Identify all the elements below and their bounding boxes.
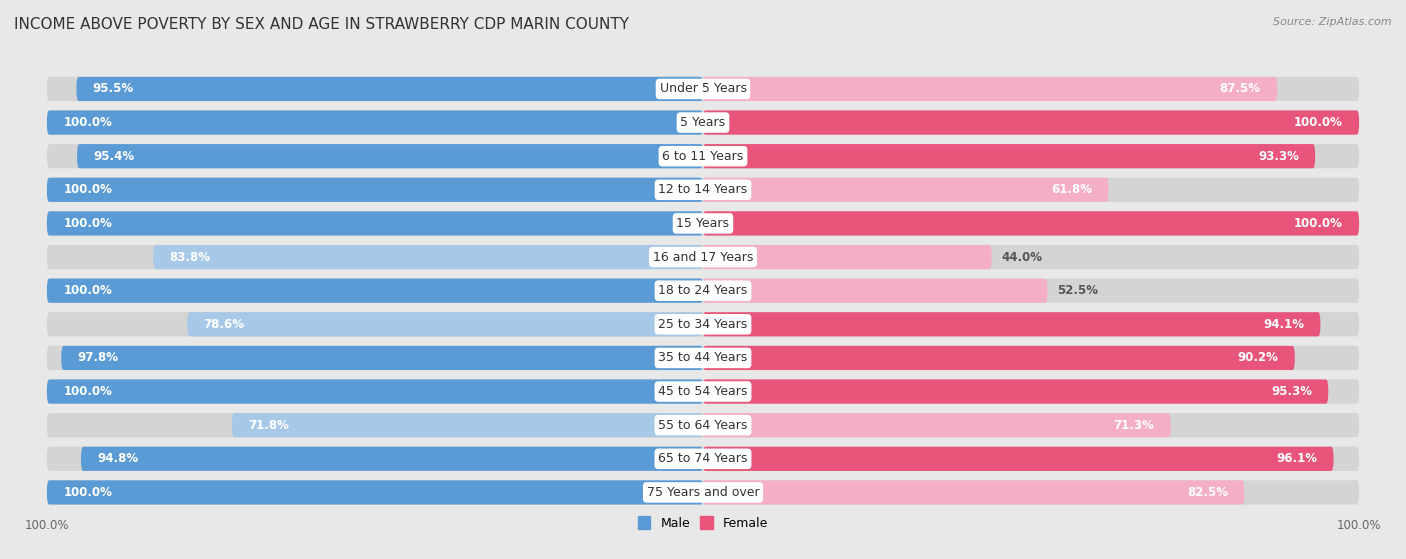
Text: 52.5%: 52.5%: [1057, 284, 1098, 297]
FancyBboxPatch shape: [46, 346, 1360, 370]
FancyBboxPatch shape: [46, 178, 703, 202]
FancyBboxPatch shape: [703, 111, 1360, 135]
FancyBboxPatch shape: [703, 480, 1244, 505]
FancyBboxPatch shape: [703, 447, 1333, 471]
Text: 100.0%: 100.0%: [63, 486, 112, 499]
Text: 96.1%: 96.1%: [1277, 452, 1317, 465]
FancyBboxPatch shape: [46, 278, 1360, 303]
Text: 18 to 24 Years: 18 to 24 Years: [658, 284, 748, 297]
FancyBboxPatch shape: [703, 144, 1315, 168]
Text: 71.8%: 71.8%: [249, 419, 290, 432]
FancyBboxPatch shape: [703, 178, 1108, 202]
FancyBboxPatch shape: [703, 245, 991, 269]
FancyBboxPatch shape: [46, 211, 703, 235]
FancyBboxPatch shape: [46, 77, 1360, 101]
Text: 97.8%: 97.8%: [77, 352, 118, 364]
Text: 100.0%: 100.0%: [63, 284, 112, 297]
Text: 100.0%: 100.0%: [63, 183, 112, 196]
FancyBboxPatch shape: [187, 312, 703, 337]
Text: 95.5%: 95.5%: [93, 82, 134, 96]
Text: 83.8%: 83.8%: [170, 250, 211, 263]
FancyBboxPatch shape: [703, 278, 1047, 303]
Text: 55 to 64 Years: 55 to 64 Years: [658, 419, 748, 432]
Text: 82.5%: 82.5%: [1187, 486, 1227, 499]
FancyBboxPatch shape: [703, 211, 1360, 235]
FancyBboxPatch shape: [153, 245, 703, 269]
FancyBboxPatch shape: [82, 447, 703, 471]
FancyBboxPatch shape: [46, 211, 1360, 235]
Text: 95.3%: 95.3%: [1271, 385, 1312, 398]
FancyBboxPatch shape: [62, 346, 703, 370]
FancyBboxPatch shape: [232, 413, 703, 437]
FancyBboxPatch shape: [703, 312, 1320, 337]
Text: INCOME ABOVE POVERTY BY SEX AND AGE IN STRAWBERRY CDP MARIN COUNTY: INCOME ABOVE POVERTY BY SEX AND AGE IN S…: [14, 17, 628, 32]
Text: 94.1%: 94.1%: [1263, 318, 1303, 331]
FancyBboxPatch shape: [46, 278, 703, 303]
Text: 15 Years: 15 Years: [676, 217, 730, 230]
Text: 61.8%: 61.8%: [1052, 183, 1092, 196]
Text: 100.0%: 100.0%: [63, 217, 112, 230]
Legend: Male, Female: Male, Female: [633, 511, 773, 535]
FancyBboxPatch shape: [703, 380, 1329, 404]
FancyBboxPatch shape: [46, 245, 1360, 269]
FancyBboxPatch shape: [703, 413, 1171, 437]
Text: 6 to 11 Years: 6 to 11 Years: [662, 150, 744, 163]
Text: Under 5 Years: Under 5 Years: [659, 82, 747, 96]
FancyBboxPatch shape: [46, 111, 703, 135]
FancyBboxPatch shape: [46, 312, 1360, 337]
FancyBboxPatch shape: [76, 77, 703, 101]
FancyBboxPatch shape: [46, 413, 1360, 437]
Text: 100.0%: 100.0%: [63, 385, 112, 398]
FancyBboxPatch shape: [77, 144, 703, 168]
FancyBboxPatch shape: [46, 178, 1360, 202]
Text: 95.4%: 95.4%: [93, 150, 135, 163]
Text: 25 to 34 Years: 25 to 34 Years: [658, 318, 748, 331]
FancyBboxPatch shape: [46, 144, 1360, 168]
FancyBboxPatch shape: [46, 380, 703, 404]
FancyBboxPatch shape: [46, 480, 1360, 505]
Text: 93.3%: 93.3%: [1258, 150, 1299, 163]
Text: Source: ZipAtlas.com: Source: ZipAtlas.com: [1274, 17, 1392, 27]
Text: 44.0%: 44.0%: [1001, 250, 1042, 263]
Text: 12 to 14 Years: 12 to 14 Years: [658, 183, 748, 196]
Text: 71.3%: 71.3%: [1114, 419, 1154, 432]
FancyBboxPatch shape: [46, 380, 1360, 404]
Text: 45 to 54 Years: 45 to 54 Years: [658, 385, 748, 398]
Text: 78.6%: 78.6%: [204, 318, 245, 331]
Text: 90.2%: 90.2%: [1237, 352, 1278, 364]
Text: 16 and 17 Years: 16 and 17 Years: [652, 250, 754, 263]
Text: 94.8%: 94.8%: [97, 452, 139, 465]
Text: 35 to 44 Years: 35 to 44 Years: [658, 352, 748, 364]
Text: 5 Years: 5 Years: [681, 116, 725, 129]
Text: 100.0%: 100.0%: [1294, 217, 1343, 230]
FancyBboxPatch shape: [46, 480, 703, 505]
FancyBboxPatch shape: [46, 447, 1360, 471]
FancyBboxPatch shape: [703, 346, 1295, 370]
Text: 100.0%: 100.0%: [63, 116, 112, 129]
Text: 65 to 74 Years: 65 to 74 Years: [658, 452, 748, 465]
FancyBboxPatch shape: [703, 77, 1277, 101]
Text: 87.5%: 87.5%: [1220, 82, 1261, 96]
Text: 75 Years and over: 75 Years and over: [647, 486, 759, 499]
Text: 100.0%: 100.0%: [1294, 116, 1343, 129]
FancyBboxPatch shape: [46, 111, 1360, 135]
